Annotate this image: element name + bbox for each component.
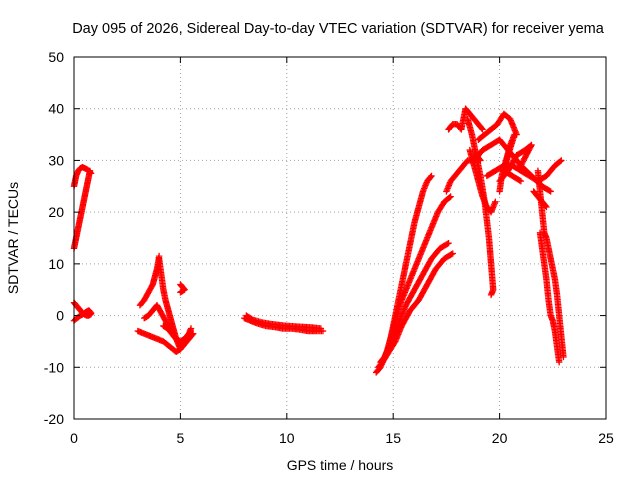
y-tick-label: 40 [48, 101, 64, 117]
data-point [446, 194, 453, 201]
data-point [87, 170, 95, 177]
data-point [528, 172, 535, 180]
data-point [427, 173, 434, 181]
x-tick-label: 5 [177, 430, 185, 446]
data-point [447, 193, 454, 200]
x-tick-label: 0 [70, 430, 78, 446]
y-tick-labels: -20 -10 0 10 20 30 40 50 [44, 49, 64, 427]
y-tick-label: 20 [48, 204, 64, 220]
y-tick-label: 10 [48, 256, 64, 272]
data-point [478, 125, 485, 132]
data-point [177, 289, 184, 296]
x-tick-label: 20 [492, 430, 508, 446]
y-tick-label: -10 [44, 359, 64, 375]
data-point [187, 325, 195, 332]
data-point [428, 172, 435, 180]
data-point [546, 187, 553, 194]
data-point [317, 325, 325, 332]
data-point [87, 309, 95, 317]
data-point [449, 250, 456, 257]
data-point [445, 239, 452, 247]
plot-frame [73, 56, 607, 420]
y-axis-label: SDTVAR / TECUs [5, 182, 21, 294]
data-point [555, 358, 563, 366]
data-points [70, 105, 567, 376]
x-axis-label: GPS time / hours [287, 457, 394, 473]
y-tick-label: -20 [44, 411, 64, 427]
data-point [492, 198, 499, 205]
data-point [487, 291, 495, 299]
y-tick-label: 50 [48, 49, 64, 65]
y-tick-label: 30 [48, 152, 64, 168]
x-tick-label: 15 [385, 430, 401, 446]
data-point [527, 171, 534, 179]
data-point [516, 177, 523, 184]
data-point [558, 157, 565, 164]
chart-title: Day 095 of 2026, Sidereal Day-to-day VTE… [72, 21, 605, 37]
data-point [448, 251, 455, 258]
data-point [547, 188, 554, 195]
x-tick-label: 10 [279, 430, 295, 446]
data-point [557, 158, 564, 165]
data-point [444, 240, 451, 248]
data-point [517, 177, 525, 185]
data-point [87, 169, 94, 176]
x-tick-labels: 0 5 10 15 20 25 [70, 430, 614, 446]
axis-ticks [73, 56, 607, 420]
y-tick-label: 0 [56, 308, 64, 324]
data-point [479, 126, 486, 133]
data-point [87, 308, 94, 316]
x-tick-label: 25 [598, 430, 614, 446]
